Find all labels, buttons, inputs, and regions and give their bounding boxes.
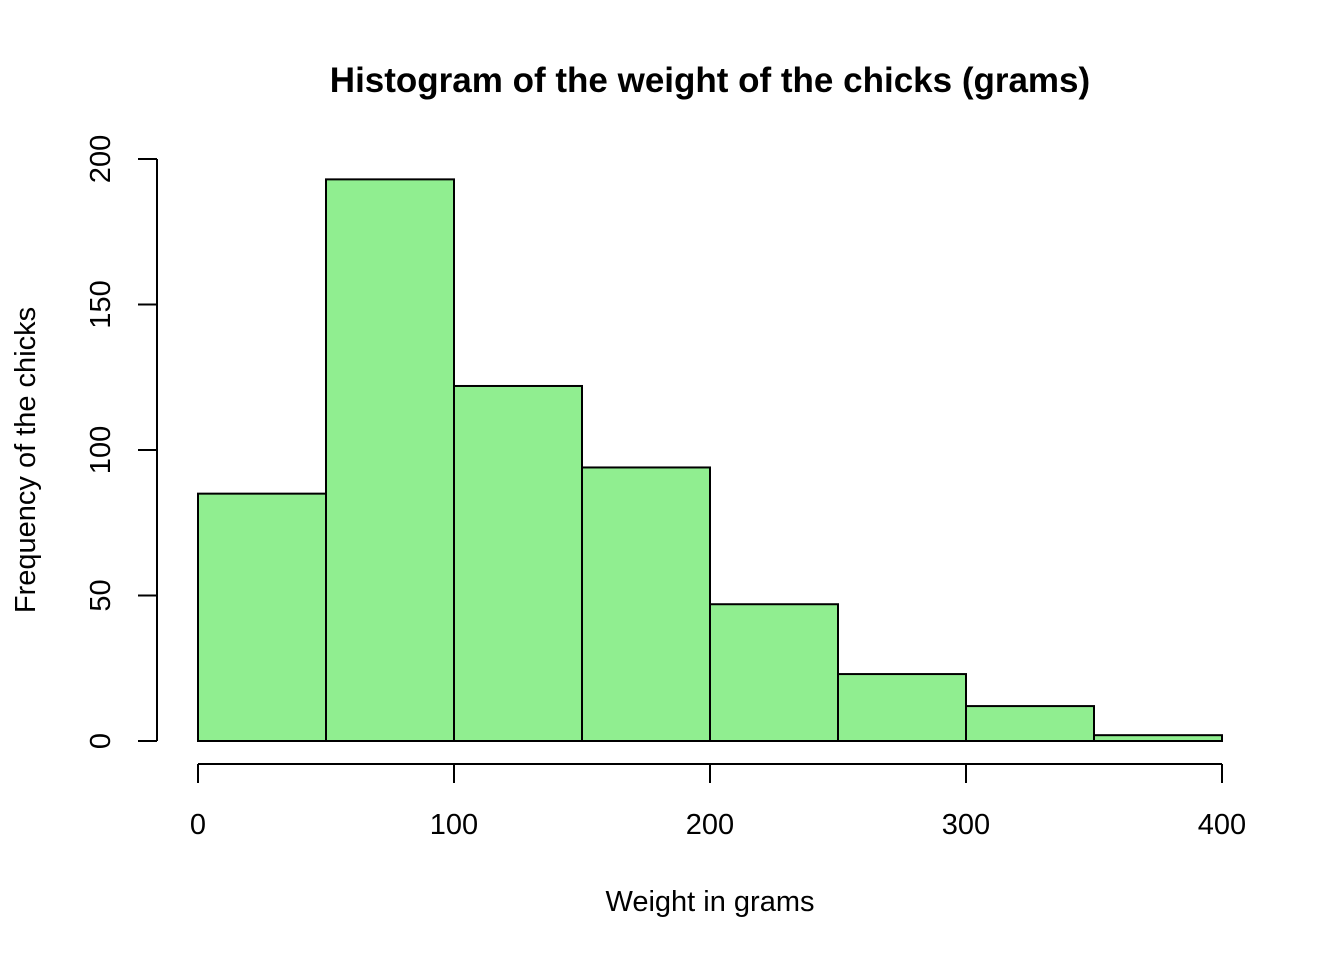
- y-tick-label-150: 150: [85, 280, 117, 328]
- x-tick-label-400: 400: [1198, 809, 1246, 841]
- x-axis: 0 100 200 300 400: [190, 763, 1246, 841]
- histogram-bar-150-200: [581, 466, 711, 742]
- y-tick-label-100: 100: [85, 426, 117, 474]
- histogram-bar-350-400: [1093, 734, 1223, 742]
- x-tick-label-200: 200: [686, 809, 734, 841]
- y-tick-label-200: 200: [85, 135, 117, 183]
- y-axis: 0 50 100 150 200: [85, 135, 158, 749]
- x-tick-label-0: 0: [190, 809, 206, 841]
- y-axis-label: Frequency of the chicks: [10, 307, 42, 613]
- y-tick-label-50: 50: [85, 579, 117, 611]
- histogram-bar-200-250: [709, 603, 839, 742]
- histogram-bar-0-50: [197, 492, 327, 742]
- histogram-bar-50-100: [325, 178, 455, 742]
- y-tick-label-0: 0: [85, 733, 117, 749]
- histogram-bar-250-300: [837, 673, 967, 743]
- x-tick-label-300: 300: [942, 809, 990, 841]
- histogram-bar-100-150: [453, 384, 583, 742]
- chart-title: Histogram of the weight of the chicks (g…: [330, 61, 1090, 100]
- histogram-bar-300-350: [965, 705, 1095, 743]
- x-axis-label: Weight in grams: [606, 886, 815, 918]
- histogram-bars: [197, 178, 1223, 743]
- x-tick-label-100: 100: [430, 809, 478, 841]
